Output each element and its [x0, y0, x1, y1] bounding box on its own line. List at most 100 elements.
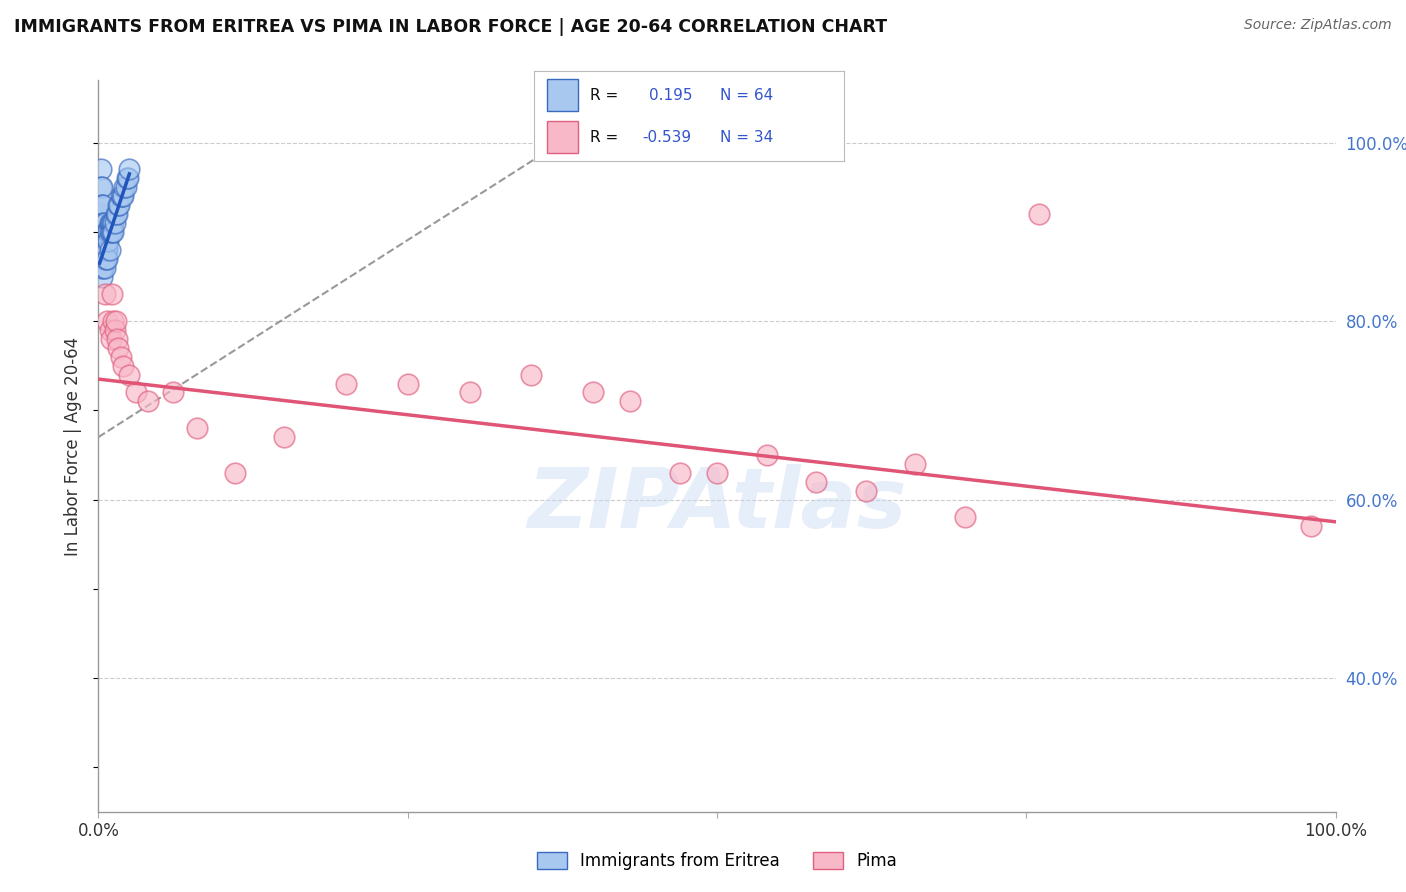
Point — [100, 332, 122, 346]
Point — [107, 198, 129, 212]
Bar — [547, 79, 578, 111]
Point — [98, 323, 121, 337]
Point — [90, 252, 112, 266]
Point — [89, 207, 111, 221]
Point — [112, 189, 135, 203]
Point — [93, 243, 115, 257]
Point — [90, 180, 112, 194]
Point — [103, 216, 125, 230]
Point — [98, 216, 121, 230]
Point — [93, 260, 115, 275]
Point — [98, 225, 121, 239]
Point — [904, 457, 927, 471]
Point — [110, 350, 132, 364]
Point — [97, 234, 120, 248]
Point — [93, 216, 115, 230]
Point — [91, 234, 114, 248]
Point — [89, 243, 111, 257]
Point — [90, 252, 112, 266]
Point — [91, 260, 114, 275]
Point — [103, 225, 125, 239]
Point — [953, 510, 976, 524]
Point — [224, 466, 246, 480]
Point — [114, 180, 136, 194]
Point — [93, 287, 115, 301]
Text: ZIPAtlas: ZIPAtlas — [527, 464, 907, 545]
Legend: Immigrants from Eritrea, Pima: Immigrants from Eritrea, Pima — [530, 845, 904, 877]
Point — [115, 171, 138, 186]
Point — [101, 225, 124, 239]
Text: Source: ZipAtlas.com: Source: ZipAtlas.com — [1244, 18, 1392, 32]
Point — [186, 421, 208, 435]
Point — [96, 234, 118, 248]
Point — [93, 198, 115, 212]
Point — [104, 207, 127, 221]
Point — [93, 243, 115, 257]
Point — [103, 314, 125, 328]
Point — [110, 189, 132, 203]
Point — [112, 180, 135, 194]
Point — [93, 260, 115, 275]
Point — [855, 483, 877, 498]
Point — [94, 234, 117, 248]
Point — [96, 252, 118, 266]
Point — [90, 162, 112, 177]
Point — [1299, 519, 1322, 533]
Point — [93, 216, 115, 230]
Point — [1028, 207, 1050, 221]
Point — [90, 198, 112, 212]
Point — [98, 243, 121, 257]
Point — [91, 216, 114, 230]
Point — [706, 466, 728, 480]
Point — [89, 225, 111, 239]
Point — [117, 171, 139, 186]
Point — [108, 198, 131, 212]
Y-axis label: In Labor Force | Age 20-64: In Labor Force | Age 20-64 — [65, 336, 83, 556]
Point — [124, 385, 146, 400]
Point — [335, 376, 357, 391]
Point — [105, 332, 128, 346]
Point — [93, 252, 115, 266]
Point — [582, 385, 605, 400]
Point — [107, 341, 129, 355]
Text: R =: R = — [591, 130, 619, 145]
Point — [96, 314, 118, 328]
Point — [93, 234, 115, 248]
Point — [90, 216, 112, 230]
Point — [804, 475, 827, 489]
Point — [101, 287, 124, 301]
Text: -0.539: -0.539 — [643, 130, 692, 145]
Point — [91, 198, 114, 212]
Point — [93, 252, 115, 266]
Point — [91, 252, 114, 266]
Point — [619, 394, 641, 409]
Point — [105, 207, 128, 221]
Point — [90, 260, 112, 275]
Point — [91, 180, 114, 194]
Point — [100, 225, 122, 239]
Point — [112, 359, 135, 373]
Point — [104, 314, 127, 328]
Point — [103, 323, 125, 337]
Point — [96, 225, 118, 239]
Point — [111, 189, 134, 203]
Point — [669, 466, 692, 480]
Point — [273, 430, 295, 444]
Text: N = 64: N = 64 — [720, 88, 773, 103]
Point — [103, 216, 125, 230]
Text: R =: R = — [591, 88, 619, 103]
Text: N = 34: N = 34 — [720, 130, 773, 145]
Point — [91, 225, 114, 239]
Point — [136, 394, 159, 409]
Text: IMMIGRANTS FROM ERITREA VS PIMA IN LABOR FORCE | AGE 20-64 CORRELATION CHART: IMMIGRANTS FROM ERITREA VS PIMA IN LABOR… — [14, 18, 887, 36]
Point — [90, 234, 112, 248]
Point — [96, 243, 118, 257]
Point — [118, 162, 141, 177]
Point — [458, 385, 481, 400]
Point — [94, 252, 117, 266]
Point — [101, 216, 124, 230]
Point — [90, 252, 112, 266]
Point — [91, 269, 114, 284]
Point — [97, 225, 120, 239]
Point — [93, 234, 115, 248]
